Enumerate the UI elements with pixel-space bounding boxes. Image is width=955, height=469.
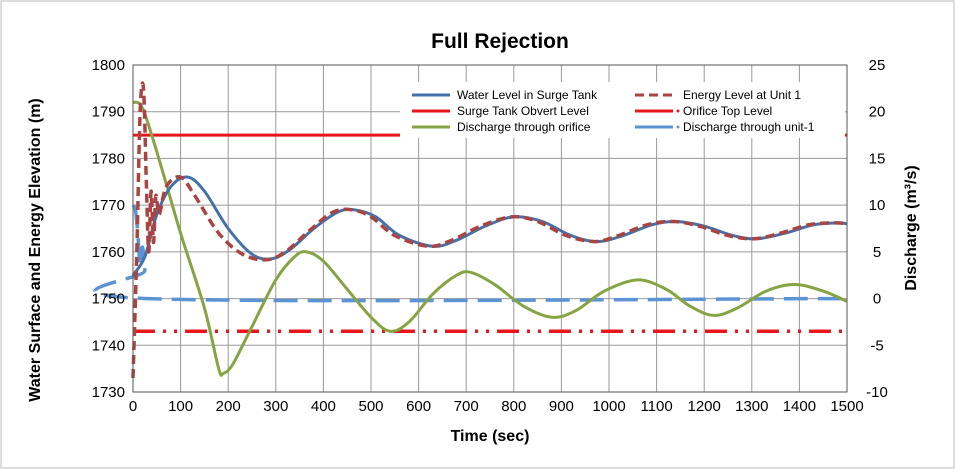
legend-label: Discharge through orifice — [457, 120, 591, 134]
x-tick-label: 600 — [406, 398, 431, 415]
y-tick-label: 1730 — [92, 384, 125, 401]
y2-tick-label: 10 — [869, 197, 886, 214]
x-axis-label: Time (sec) — [451, 428, 530, 445]
x-tick-label: 900 — [549, 398, 574, 415]
x-tick-label: 1400 — [783, 398, 816, 415]
y2-tick-label: 5 — [873, 244, 881, 261]
y-tick-label: 1760 — [92, 244, 125, 261]
legend-label: Water Level in Surge Tank — [457, 88, 598, 102]
y-tick-label: 1750 — [92, 291, 125, 308]
y-tick-label: 1800 — [92, 57, 125, 74]
x-tick-label: 1100 — [640, 398, 672, 415]
legend-label: Orifice Top Level — [683, 104, 772, 118]
legend-label: Surge Tank Obvert Level — [457, 104, 589, 118]
series-line-1 — [131, 81, 848, 379]
y2-tick-label: 0 — [873, 291, 881, 308]
legend-swatch-dot — [676, 125, 680, 129]
x-tick-label: 300 — [263, 398, 288, 415]
x-tick-label: 1300 — [735, 398, 768, 415]
x-tick-label: 1200 — [688, 398, 721, 415]
y2-tick-label: -10 — [866, 384, 888, 401]
x-tick-label: 0 — [129, 398, 137, 415]
y-tick-label: 1790 — [92, 104, 125, 121]
y2-axis-label: Discharge (m³/s) — [903, 165, 920, 290]
legend — [400, 82, 845, 138]
x-tick-label: 500 — [358, 398, 383, 415]
y-tick-label: 1740 — [92, 337, 125, 354]
x-tick-label: 1500 — [830, 398, 863, 415]
legend-swatch-dot — [676, 109, 680, 113]
x-tick-label: 200 — [216, 398, 241, 415]
x-tick-label: 1000 — [592, 398, 625, 415]
chart-title: Full Rejection — [431, 30, 569, 53]
y-tick-label: 1780 — [92, 150, 125, 167]
series-line-4 — [132, 100, 848, 377]
y-tick-label: 1770 — [92, 197, 125, 214]
y2-tick-label: 20 — [869, 104, 886, 121]
y2-tick-label: 25 — [869, 57, 886, 74]
x-tick-label: 400 — [311, 398, 336, 415]
y-axis-label: Water Surface and Energy Elevation (m) — [27, 98, 44, 401]
x-tick-label: 800 — [501, 398, 526, 415]
y2-tick-label: -5 — [870, 337, 883, 354]
y2-tick-label: 15 — [869, 150, 886, 167]
x-tick-label: 700 — [454, 398, 479, 415]
legend-label: Energy Level at Unit 1 — [683, 88, 801, 102]
plot-area — [132, 64, 848, 393]
x-tick-label: 100 — [168, 398, 193, 415]
legend-label: Discharge through unit-1 — [683, 120, 815, 134]
